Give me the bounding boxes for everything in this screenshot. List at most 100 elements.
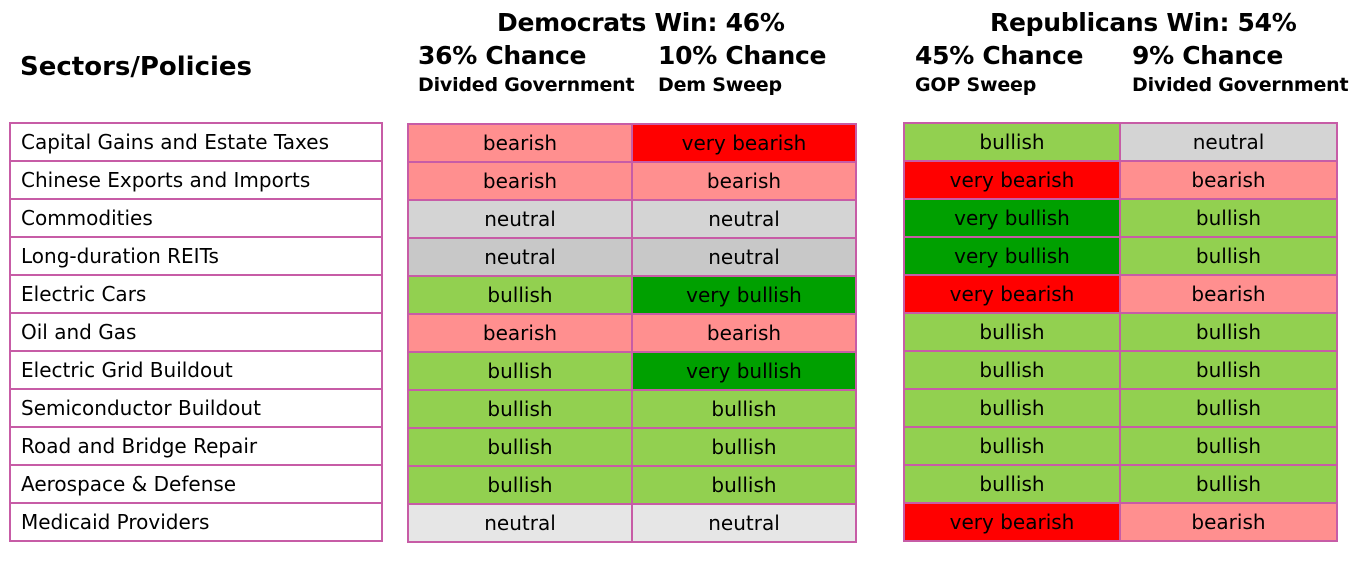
dem-outcome-cell: bullish [407, 427, 633, 467]
rep-outcome-cell: bullish [903, 426, 1121, 466]
rep-outcome-row: bullish neutral [903, 122, 1338, 162]
dem-divided-label: Divided Government [418, 74, 635, 96]
rep-outcome-cell: bullish [1119, 388, 1338, 428]
dem-outcome-row: neutral neutral [407, 199, 857, 239]
dem-divided-chance: 36% Chance [418, 41, 587, 70]
sector-label: Electric Cars [9, 274, 383, 314]
rep-outcome-cell: very bearish [903, 502, 1121, 542]
rep-outcome-cell: bullish [903, 122, 1121, 162]
dem-outcome-cell: neutral [631, 199, 857, 239]
rep-divided-chance: 9% Chance [1132, 41, 1284, 70]
dem-outcome-row: bullish bullish [407, 465, 857, 505]
dem-outcome-row: bearish bearish [407, 161, 857, 201]
rep-outcome-cell: bearish [1119, 502, 1338, 542]
dem-outcome-cell: bearish [631, 313, 857, 353]
rep-outcome-cell: bullish [903, 464, 1121, 504]
rep-outcome-row: bullish bullish [903, 350, 1338, 390]
gop-sweep-label: GOP Sweep [915, 74, 1037, 96]
dem-outcome-cell: bearish [407, 161, 633, 201]
sector-label: Commodities [9, 198, 383, 238]
sector-row: Capital Gains and Estate Taxes [9, 122, 383, 162]
sector-label: Semiconductor Buildout [9, 388, 383, 428]
rep-outcome-cell: bullish [903, 350, 1121, 390]
rep-outcome-cell: bullish [903, 312, 1121, 352]
dem-outcome-cell: bullish [631, 427, 857, 467]
dem-outcome-cell: bullish [407, 465, 633, 505]
sector-label: Medicaid Providers [9, 502, 383, 542]
dem-outcome-row: neutral neutral [407, 503, 857, 543]
sector-label: Road and Bridge Repair [9, 426, 383, 466]
dem-outcome-cell: very bullish [631, 275, 857, 315]
sector-label: Electric Grid Buildout [9, 350, 383, 390]
rep-outcome-row: very bearish bearish [903, 160, 1338, 200]
rep-outcome-row: bullish bullish [903, 464, 1338, 504]
rep-outcome-row: very bullish bullish [903, 198, 1338, 238]
dem-outcome-cell: bullish [407, 275, 633, 315]
rep-outcome-cell: bullish [1119, 198, 1338, 238]
rep-outcome-row: bullish bullish [903, 388, 1338, 428]
sector-label: Capital Gains and Estate Taxes [9, 122, 383, 162]
dem-outcome-row: bullish very bullish [407, 351, 857, 391]
sector-row: Medicaid Providers [9, 502, 383, 542]
dem-win-title: Democrats Win: 46% [497, 8, 785, 37]
dem-outcome-cell: bullish [631, 389, 857, 429]
dem-outcome-cell: bearish [407, 313, 633, 353]
rep-win-title: Republicans Win: 54% [990, 8, 1297, 37]
dem-sweep-chance: 10% Chance [658, 41, 827, 70]
dem-outcome-row: neutral neutral [407, 237, 857, 277]
rep-outcome-row: very bearish bearish [903, 502, 1338, 542]
dem-outcome-row: bullish very bullish [407, 275, 857, 315]
dem-outcome-cell: neutral [407, 237, 633, 277]
dem-outcome-cell: neutral [631, 237, 857, 277]
dem-outcome-cell: neutral [407, 503, 633, 543]
sector-row: Aerospace & Defense [9, 464, 383, 504]
sector-row: Chinese Exports and Imports [9, 160, 383, 200]
dem-outcome-cell: bearish [631, 161, 857, 201]
sector-row: Electric Grid Buildout [9, 350, 383, 390]
rep-outcome-cell: bullish [1119, 464, 1338, 504]
rep-outcome-cell: very bearish [903, 274, 1121, 314]
rep-outcome-cell: very bullish [903, 198, 1121, 238]
sectors-title: Sectors/Policies [20, 52, 253, 82]
dem-outcome-cell: bullish [631, 465, 857, 505]
dem-outcome-row: bullish bullish [407, 427, 857, 467]
rep-outcome-row: very bullish bullish [903, 236, 1338, 276]
rep-outcome-cell: bullish [1119, 350, 1338, 390]
sector-label: Aerospace & Defense [9, 464, 383, 504]
rep-divided-label: Divided Government [1132, 74, 1349, 96]
sector-row: Oil and Gas [9, 312, 383, 352]
sector-label: Oil and Gas [9, 312, 383, 352]
rep-outcome-cell: bearish [1119, 274, 1338, 314]
gop-sweep-chance: 45% Chance [915, 41, 1084, 70]
rep-outcome-cell: bearish [1119, 160, 1338, 200]
rep-outcome-cell: neutral [1119, 122, 1338, 162]
rep-outcome-cell: very bearish [903, 160, 1121, 200]
sector-row: Road and Bridge Repair [9, 426, 383, 466]
sector-row: Electric Cars [9, 274, 383, 314]
dem-outcome-cell: bullish [407, 389, 633, 429]
sector-label: Long-duration REITs [9, 236, 383, 276]
dem-outcome-cell: very bearish [631, 123, 857, 163]
dem-outcome-cell: bullish [407, 351, 633, 391]
rep-outcome-row: very bearish bearish [903, 274, 1338, 314]
dem-outcomes-table: bearish very bearish bearish bearish neutral… [407, 123, 857, 543]
rep-outcome-cell: bullish [903, 388, 1121, 428]
sector-table: Capital Gains and Estate Taxes Chinese Ex… [9, 122, 383, 542]
rep-outcome-row: bullish bullish [903, 312, 1338, 352]
dem-outcome-row: bullish bullish [407, 389, 857, 429]
dem-outcome-row: bearish bearish [407, 313, 857, 353]
dem-outcome-cell: neutral [631, 503, 857, 543]
dem-outcome-row: bearish very bearish [407, 123, 857, 163]
rep-outcome-cell: bullish [1119, 426, 1338, 466]
rep-outcomes-table: bullish neutral very bearish bearish very bu… [903, 122, 1338, 542]
dem-outcome-cell: very bullish [631, 351, 857, 391]
rep-outcome-cell: very bullish [903, 236, 1121, 276]
rep-outcome-cell: bullish [1119, 312, 1338, 352]
sector-row: Semiconductor Buildout [9, 388, 383, 428]
dem-outcome-cell: bearish [407, 123, 633, 163]
sector-label: Chinese Exports and Imports [9, 160, 383, 200]
dem-outcome-cell: neutral [407, 199, 633, 239]
sector-row: Commodities [9, 198, 383, 238]
sector-row: Long-duration REITs [9, 236, 383, 276]
dem-sweep-label: Dem Sweep [658, 74, 782, 96]
